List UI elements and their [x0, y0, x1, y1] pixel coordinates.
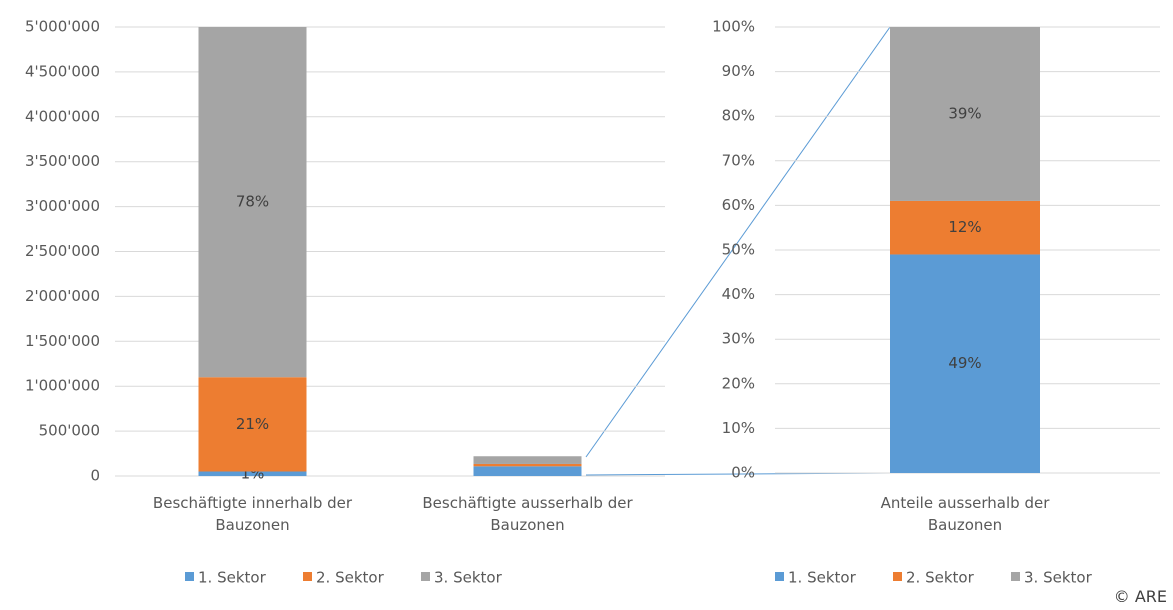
bar-segment: [198, 27, 307, 378]
y-tick-label: 40%: [722, 285, 755, 303]
x-tick-label: Beschäftigte ausserhalb der Bauzonen: [422, 494, 633, 534]
legend-label: 2. Sektor: [906, 569, 975, 587]
legend-label: 3. Sektor: [1024, 569, 1093, 587]
legend-label: 1. Sektor: [788, 569, 857, 587]
y-tick-label: 60%: [722, 196, 755, 214]
y-tick-label: 50%: [722, 241, 755, 259]
y-tick-label: 3'500'000: [25, 152, 100, 170]
y-tick-label: 4'500'000: [25, 62, 100, 80]
y-tick-label: 5'000'000: [25, 18, 100, 36]
data-label: 12%: [948, 218, 981, 236]
legend-swatch: [1011, 572, 1020, 581]
legend-swatch: [185, 572, 194, 581]
data-label: 21%: [236, 415, 269, 433]
legend-label: 3. Sektor: [434, 569, 503, 587]
y-tick-label: 0: [90, 467, 100, 485]
bar-segment: [890, 27, 1040, 201]
bar-segment: [198, 471, 307, 476]
bar-segment: [473, 463, 582, 467]
legend-swatch: [303, 572, 312, 581]
y-tick-label: 2'000'000: [25, 287, 100, 305]
bar-segment: [198, 377, 307, 472]
y-tick-label: 90%: [722, 62, 755, 80]
y-tick-label: 30%: [722, 330, 755, 348]
y-tick-label: 1'500'000: [25, 332, 100, 350]
y-tick-label: 70%: [722, 151, 755, 169]
y-tick-label: 1'000'000: [25, 377, 100, 395]
y-tick-label: 10%: [722, 419, 755, 437]
bar-segment: [890, 254, 1040, 473]
y-tick-label: 80%: [722, 107, 755, 125]
legend-swatch: [421, 572, 430, 581]
y-tick-label: 100%: [712, 18, 755, 36]
y-tick-label: 0%: [731, 464, 755, 482]
legend-swatch: [893, 572, 902, 581]
x-tick-label: Beschäftigte innerhalb der Bauzonen: [152, 494, 353, 534]
legend-label: 2. Sektor: [316, 569, 385, 587]
data-label: 78%: [236, 193, 269, 211]
y-tick-label: 4'000'000: [25, 107, 100, 125]
y-tick-label: 20%: [722, 374, 755, 392]
y-tick-label: 2'500'000: [25, 242, 100, 260]
bar-segment: [473, 456, 582, 464]
credit: © ARE: [1113, 587, 1167, 606]
legend-label: 1. Sektor: [198, 569, 267, 587]
connector-line: [585, 26, 891, 458]
bar-segment: [473, 466, 582, 476]
y-tick-label: 3'000'000: [25, 197, 100, 215]
bar-segment: [890, 200, 1040, 255]
legend-swatch: [775, 572, 784, 581]
data-label: 49%: [948, 354, 981, 372]
x-tick-label: Anteile ausserhalb der Bauzonen: [880, 494, 1050, 534]
y-tick-label: 500'000: [39, 422, 100, 440]
data-label: 39%: [948, 104, 981, 122]
